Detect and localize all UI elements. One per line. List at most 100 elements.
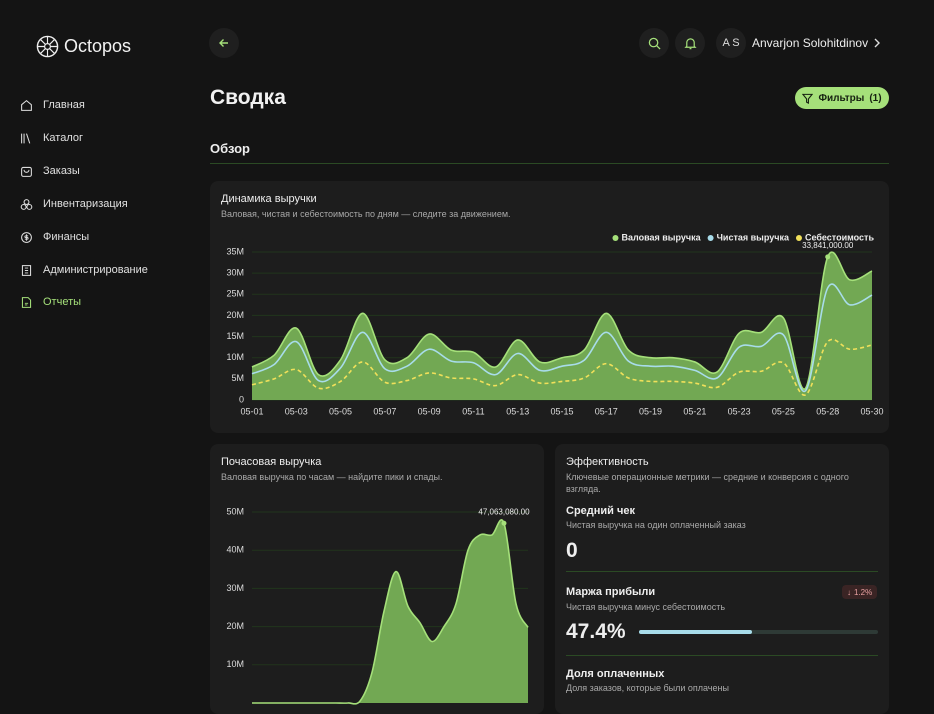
card-subtitle: Ключевые операционные метрики — средние … <box>566 472 849 494</box>
search-button[interactable] <box>639 28 669 58</box>
metric-value: 47.4% <box>566 620 626 643</box>
x-tick-label: 05-28 <box>816 406 839 416</box>
metric-desc: Доля заказов, которые были оплачены <box>566 683 729 693</box>
area <box>252 252 872 400</box>
y-tick-label: 10M <box>226 352 244 362</box>
filters-button[interactable]: Фильтры (1) <box>795 87 889 109</box>
legend-swatch <box>612 235 619 241</box>
progress-track <box>639 630 878 634</box>
icon <box>683 37 697 49</box>
divider <box>566 571 878 572</box>
x-tick-label: 05-03 <box>285 406 308 416</box>
x-tick-label: 05-25 <box>772 406 795 416</box>
line <box>251 338 873 396</box>
area <box>252 519 528 704</box>
nav-label: Каталог <box>43 132 83 144</box>
nav-item[interactable]: Администрирование <box>20 262 148 278</box>
y-tick-label: 50M <box>226 506 244 516</box>
y-tick-label: 40M <box>226 545 244 555</box>
x-tick-label: 05-01 <box>240 406 263 416</box>
card-subtitle: Валовая выручка по часам — найдите пики … <box>221 472 443 482</box>
x-tick-label: 05-30 <box>860 406 883 416</box>
metric-title: Доля оплаченных <box>566 668 665 680</box>
chart: 10M 20M 30M 40M 50M 47,063,080.00 <box>226 506 530 705</box>
progress-bar <box>639 630 753 634</box>
nav-item[interactable]: Главная <box>20 97 85 113</box>
divider <box>210 163 889 164</box>
x-tick-label: 05-11 <box>462 406 484 416</box>
y-tick-label: 15M <box>226 331 244 341</box>
user-name[interactable]: Anvarjon Solohitdinov <box>752 36 869 50</box>
metric-title: Средний чек <box>566 505 635 517</box>
page: Octopos Главная Каталог Заказы Инвентари… <box>20 28 889 705</box>
y-tick-label: 35M <box>226 246 244 256</box>
chevron[interactable] <box>872 38 882 48</box>
page-title: Сводка <box>210 86 286 109</box>
x-tick-label: 05-13 <box>506 406 529 416</box>
change-badge: ↓ 1.2% <box>842 585 878 599</box>
icon <box>20 198 33 210</box>
icon <box>21 264 32 276</box>
icon <box>802 93 814 104</box>
card-title: Эффективность <box>566 456 649 468</box>
nav-item[interactable]: Заказы <box>20 163 80 179</box>
icon <box>21 132 31 144</box>
revenue-card: Динамика выручки Валовая, чистая и себес… <box>210 181 889 433</box>
hourly-card: Почасовая выручка Валовая выручка по час… <box>210 444 544 714</box>
x-tick-label: 05-17 <box>595 406 618 416</box>
notifications-button[interactable] <box>675 28 705 58</box>
card-subtitle: Валовая, чистая и себестоимость по дням … <box>221 209 511 219</box>
x-tick-label: 05-15 <box>550 406 573 416</box>
line <box>251 283 873 392</box>
x-tick-label: 05-21 <box>683 406 706 416</box>
nav-item[interactable]: Инвентаризация <box>20 196 128 212</box>
metric-title: Маржа прибыли <box>566 586 656 598</box>
divider <box>566 655 878 656</box>
x-tick-label: 05-05 <box>329 406 352 416</box>
nav-label: Инвентаризация <box>43 198 128 210</box>
y-tick-label: 5M <box>231 373 244 383</box>
y-tick-label: 0 <box>239 394 244 404</box>
y-tick-label: 20M <box>226 310 244 320</box>
efficiency-card: Эффективность Ключевые операционные метр… <box>555 444 889 714</box>
metric-desc: Чистая выручка минус себестоимость <box>566 602 726 612</box>
icon <box>21 231 32 243</box>
x-tick-label: 05-07 <box>373 406 396 416</box>
nav-item[interactable]: Финансы <box>20 229 89 245</box>
icon <box>219 39 228 47</box>
line <box>251 251 873 390</box>
legend-swatch <box>707 235 714 241</box>
peak-marker <box>501 520 507 526</box>
value-label: 47,063,080.00 <box>478 507 530 516</box>
card-title: Почасовая выручка <box>221 456 322 468</box>
user-initials: A S <box>722 37 740 49</box>
legend-label: Валовая выручка <box>621 232 701 242</box>
filters-count: (1) <box>869 92 882 104</box>
x-tick-label: 05-23 <box>728 406 751 416</box>
section-title: Обзор <box>210 141 250 156</box>
legend-label: Чистая выручка <box>717 232 790 242</box>
app: Octopos Главная Каталог Заказы Инвентари… <box>20 28 889 705</box>
legend-label: Себестоимость <box>805 232 874 242</box>
nav-label: Финансы <box>43 231 90 243</box>
avatar[interactable]: A S <box>716 28 746 58</box>
x-tick-label: 05-09 <box>418 406 441 416</box>
nav-label: Главная <box>43 99 85 111</box>
arrow-icon: ↓ <box>847 587 851 597</box>
y-tick-label: 10M <box>226 659 244 669</box>
y-tick-label: 20M <box>226 621 244 631</box>
nav-item[interactable]: Каталог <box>20 130 83 146</box>
y-tick-label: 25M <box>226 289 244 299</box>
metric-value: 0 <box>566 539 578 562</box>
legend-swatch <box>795 235 802 241</box>
filters-label: Фильтры <box>818 92 865 104</box>
logo-icon <box>36 35 59 58</box>
icon <box>21 166 32 177</box>
icon <box>648 37 661 50</box>
nav-item-active[interactable]: Отчеты <box>20 294 81 310</box>
nav-label: Отчеты <box>43 296 82 308</box>
icon <box>21 99 32 111</box>
value-label: 33,841,000.00 <box>802 241 854 250</box>
back-button[interactable] <box>209 28 239 58</box>
x-tick-label: 05-19 <box>639 406 662 416</box>
